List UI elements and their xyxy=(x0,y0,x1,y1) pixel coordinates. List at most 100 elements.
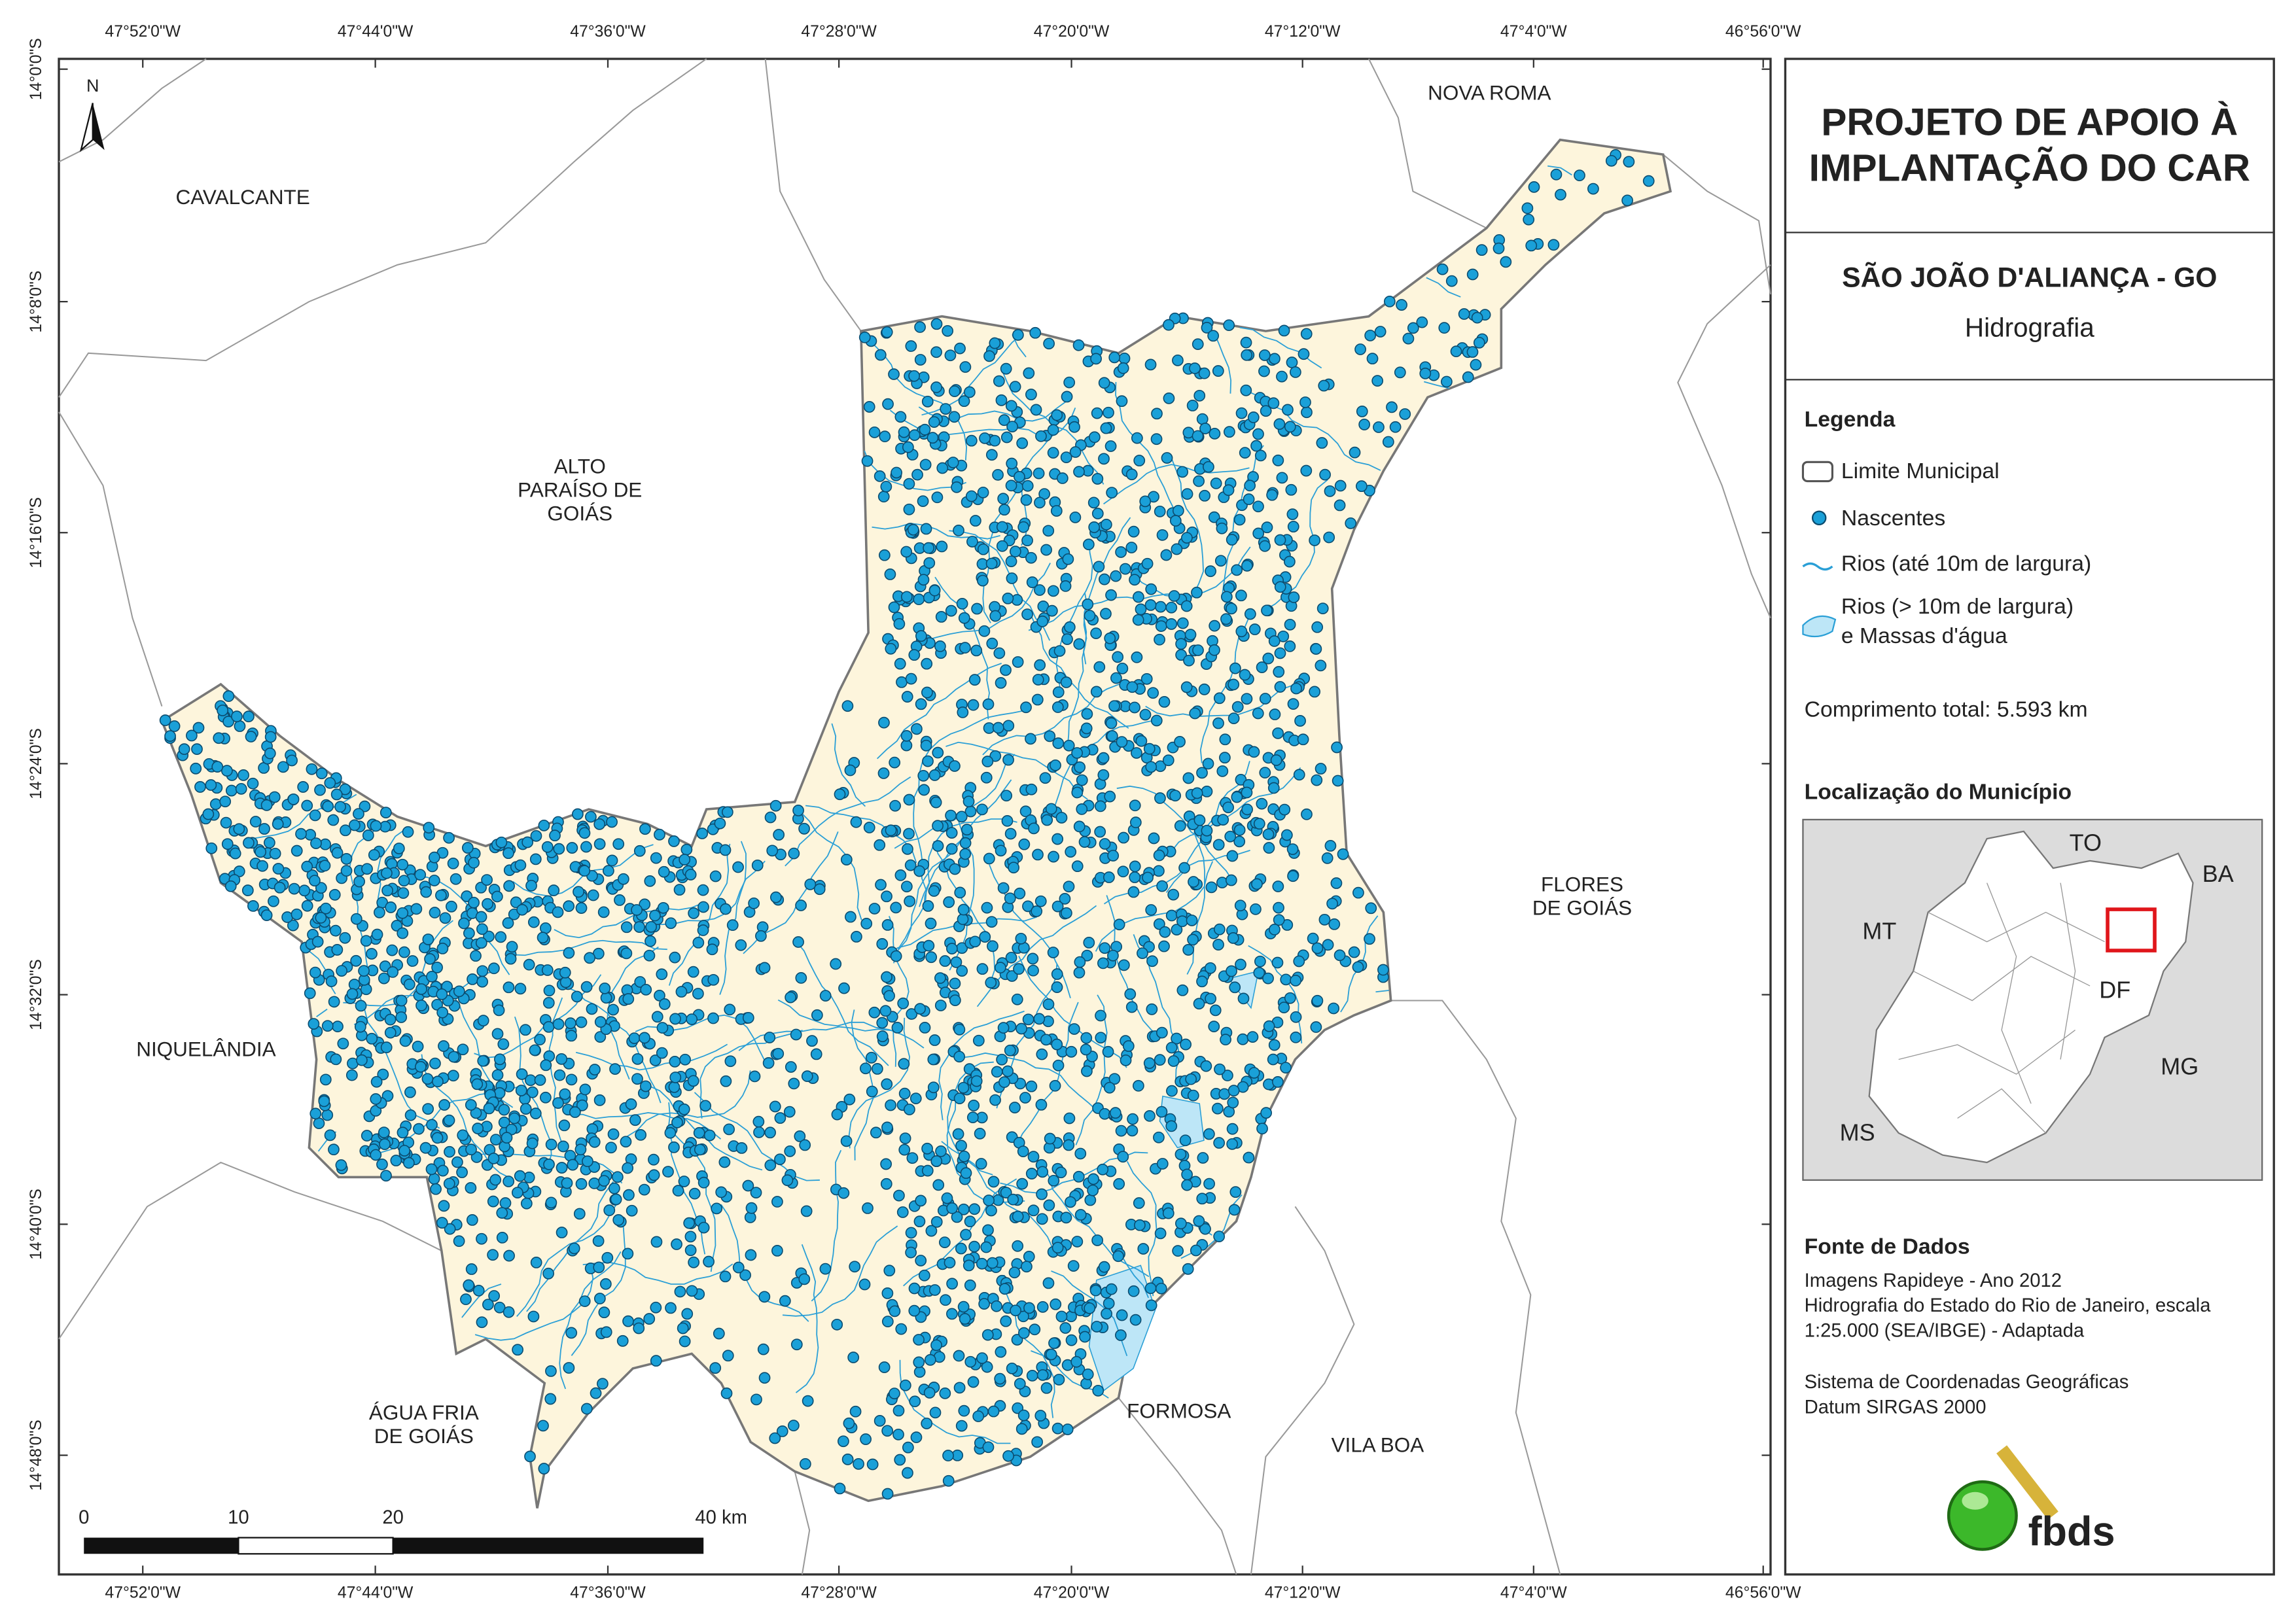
spring xyxy=(224,880,237,892)
spring xyxy=(1258,349,1271,361)
spring xyxy=(593,1293,606,1304)
spring xyxy=(1161,452,1173,464)
spring xyxy=(1036,1369,1049,1381)
spring xyxy=(985,977,997,988)
spring xyxy=(1262,828,1275,841)
spring xyxy=(346,988,359,1000)
spring xyxy=(541,841,554,853)
spring xyxy=(625,1098,637,1110)
spring xyxy=(476,975,489,988)
spring xyxy=(1135,735,1148,747)
spring xyxy=(1104,632,1116,644)
spring xyxy=(1065,846,1077,858)
spring xyxy=(465,1263,478,1275)
spring xyxy=(914,1003,926,1015)
spring xyxy=(764,1032,776,1043)
spring xyxy=(398,946,410,958)
spring xyxy=(1528,181,1540,193)
spring xyxy=(885,642,897,655)
spring xyxy=(932,820,944,832)
spring xyxy=(349,819,361,831)
spring xyxy=(415,983,427,995)
spring xyxy=(698,1221,710,1234)
spring xyxy=(1212,839,1225,851)
spring xyxy=(468,896,480,909)
spring xyxy=(1196,767,1208,779)
spring xyxy=(1222,801,1234,814)
spring xyxy=(322,800,334,812)
spring xyxy=(972,1410,985,1422)
spring xyxy=(1031,693,1044,706)
spring xyxy=(1193,814,1206,826)
spring xyxy=(1214,1063,1226,1075)
spring xyxy=(308,1018,320,1030)
spring xyxy=(1243,1151,1255,1164)
spring xyxy=(966,536,978,548)
spring xyxy=(831,1108,843,1121)
spring xyxy=(1226,965,1237,977)
spring xyxy=(1042,1277,1055,1289)
spring xyxy=(1263,842,1275,854)
spring xyxy=(1209,427,1221,440)
spring xyxy=(1036,1300,1049,1313)
spring xyxy=(714,817,726,829)
spring xyxy=(868,426,881,438)
spring xyxy=(381,867,393,879)
river xyxy=(1547,165,1572,176)
spring xyxy=(446,900,457,913)
spring xyxy=(1073,820,1086,833)
spring xyxy=(996,521,1008,533)
spring xyxy=(880,1158,892,1170)
spring xyxy=(1060,1212,1072,1224)
spring xyxy=(669,1013,681,1025)
spring xyxy=(707,973,720,986)
spring xyxy=(444,1145,455,1158)
spring xyxy=(724,1003,736,1016)
spring xyxy=(919,1022,931,1034)
spring xyxy=(978,625,991,637)
spring xyxy=(834,1482,846,1495)
spring xyxy=(942,1475,955,1487)
spring xyxy=(1000,362,1012,375)
spring xyxy=(1063,881,1075,893)
spring xyxy=(955,1242,967,1255)
spring xyxy=(1048,850,1059,863)
spring xyxy=(419,1142,432,1154)
spring xyxy=(785,991,797,1003)
spring xyxy=(502,917,514,929)
spring xyxy=(1224,830,1237,843)
spring xyxy=(482,1299,494,1311)
spring xyxy=(919,459,932,471)
spring xyxy=(1105,589,1117,601)
spring xyxy=(477,1055,489,1067)
spring xyxy=(656,1047,668,1059)
spring xyxy=(1106,730,1118,742)
boundary xyxy=(1677,264,1771,619)
spring xyxy=(769,1100,781,1113)
spring xyxy=(1063,1139,1075,1151)
spring xyxy=(806,1035,818,1047)
spring xyxy=(1031,1436,1044,1448)
spring xyxy=(436,1164,449,1177)
spring xyxy=(488,1290,501,1302)
spring xyxy=(917,495,929,508)
spring xyxy=(1186,915,1198,926)
spring xyxy=(489,1134,502,1145)
spring xyxy=(982,1441,995,1454)
spring xyxy=(1080,722,1093,735)
spring xyxy=(1187,1089,1199,1102)
spring xyxy=(1129,701,1140,714)
spring xyxy=(1036,616,1049,627)
spring xyxy=(968,1240,980,1253)
spring xyxy=(1012,1240,1024,1252)
spring xyxy=(790,1338,803,1351)
spring xyxy=(537,1420,549,1432)
spring xyxy=(881,919,894,931)
spring xyxy=(903,478,915,490)
spring xyxy=(260,909,273,921)
spring xyxy=(599,982,611,994)
spring xyxy=(1326,898,1338,910)
spring xyxy=(1212,365,1224,377)
spring xyxy=(878,549,891,561)
spring xyxy=(665,917,677,930)
